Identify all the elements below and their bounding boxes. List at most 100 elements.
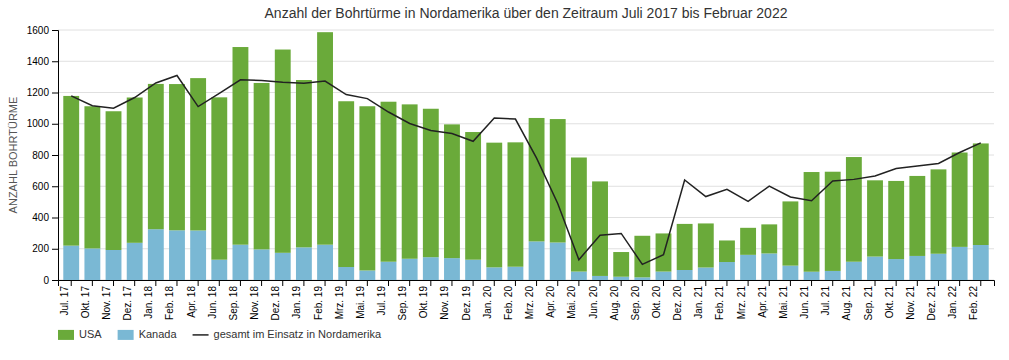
x-tick: Jan. 20	[482, 280, 495, 319]
x-tick-label: Feb. 19	[313, 286, 324, 320]
x-tick-label: Feb. 20	[503, 286, 514, 320]
x-tick: Dez. 20	[672, 280, 685, 320]
x-axis-line	[59, 281, 995, 287]
bar	[63, 246, 79, 280]
bar	[719, 262, 735, 280]
bar	[148, 84, 164, 229]
y-tick-mark	[52, 93, 58, 94]
x-tick-mark	[663, 280, 664, 286]
bar	[677, 224, 693, 270]
bar	[190, 78, 206, 230]
bar	[740, 255, 756, 280]
x-tick-mark	[388, 280, 389, 286]
bar	[804, 172, 820, 272]
x-tick-mark	[515, 280, 516, 286]
x-tick: Aug. 21	[841, 280, 854, 320]
bar	[338, 267, 354, 280]
y-tick-mark	[52, 218, 58, 219]
bar	[550, 119, 566, 242]
bar	[106, 111, 122, 250]
x-tick-mark	[684, 280, 685, 286]
x-tick-label: Apr. 20	[545, 286, 556, 318]
legend-label: Kanada	[139, 328, 178, 340]
x-tick: Jan. 19	[291, 280, 304, 319]
bar	[867, 180, 883, 256]
x-tick-mark	[71, 280, 72, 286]
bar	[381, 102, 397, 262]
x-tick-label: Jul. 21	[820, 286, 831, 316]
y-axis: 02004006008001000120014001600	[27, 25, 59, 286]
x-tick-mark	[769, 280, 770, 286]
x-tick-mark	[557, 280, 558, 286]
x-tick: Sep. 20	[630, 280, 643, 320]
legend-label: USA	[79, 328, 102, 340]
bar	[613, 252, 629, 277]
x-tick-label: Nov. 19	[439, 286, 450, 320]
y-tick: 800	[32, 150, 58, 161]
x-tick: Mrz. 21	[736, 280, 749, 319]
x-tick-mark	[134, 280, 135, 286]
bar	[254, 83, 270, 249]
x-tick: Jan. 21	[693, 280, 706, 319]
x-tick: Apr. 21	[757, 280, 770, 318]
x-tick: Jun. 21	[799, 280, 812, 319]
bar	[782, 201, 798, 265]
x-tick-mark	[409, 280, 410, 286]
bar	[84, 106, 100, 248]
bar	[909, 256, 925, 280]
bar	[698, 223, 714, 267]
x-tick-mark	[938, 280, 939, 286]
x-tick-label: Mai. 19	[355, 286, 366, 319]
x-tick-label: Nov. 21	[905, 286, 916, 320]
bar	[782, 266, 798, 280]
x-tick: Nov. 19	[439, 280, 452, 320]
y-tick: 1400	[27, 56, 58, 67]
x-tick: Okt. 19	[418, 280, 431, 318]
x-tick-mark	[578, 280, 579, 286]
y-tick: 600	[32, 181, 58, 192]
x-tick-label: Dez. 20	[672, 286, 683, 321]
y-axis-line	[52, 31, 59, 281]
legend-swatch	[193, 334, 209, 336]
x-tick-label: Apr. 18	[186, 286, 197, 318]
bar	[592, 276, 608, 280]
x-tick-label: Okt. 17	[80, 286, 91, 319]
bar	[359, 270, 375, 280]
x-tick-mark	[853, 280, 854, 286]
bar	[486, 267, 502, 280]
bar	[867, 257, 883, 280]
x-tick-label: Feb. 21	[714, 286, 725, 320]
y-tick: 400	[32, 212, 58, 223]
x-tick-mark	[917, 280, 918, 286]
x-tick-label: Mrz. 20	[524, 286, 535, 320]
x-tick: Feb. 20	[503, 280, 515, 320]
bar	[338, 101, 354, 267]
bar	[973, 245, 989, 280]
x-tick-mark	[155, 280, 156, 286]
title: Anzahl der Bohrtürme in Nordamerika über…	[265, 5, 788, 21]
x-tick-label: Aug. 21	[841, 286, 852, 321]
bar	[63, 96, 79, 246]
y-tick-label: 600	[32, 181, 49, 192]
bar	[931, 254, 947, 280]
x-tick-mark	[705, 280, 706, 286]
bar	[571, 272, 587, 280]
legend-item: gesamt im Einsatz in Nordamerika	[193, 328, 382, 340]
x-tick-mark	[536, 280, 537, 286]
y-tick-mark	[52, 249, 58, 250]
grid	[58, 30, 994, 280]
y-tick: 0	[43, 275, 58, 286]
bar	[529, 241, 545, 280]
bar	[507, 142, 523, 266]
x-tick-label: Jun. 18	[207, 286, 218, 319]
y-tick-label: 0	[43, 275, 49, 286]
x-tick-label: Aug. 20	[609, 286, 620, 321]
bar	[550, 243, 566, 281]
grid-line	[58, 61, 994, 62]
x-axis: Jul. 17Okt. 17Nov. 17Dez. 17Jan. 18Feb. …	[59, 280, 995, 320]
bar	[761, 253, 777, 280]
bar	[719, 240, 735, 262]
x-tick-mark	[198, 280, 199, 286]
bar	[444, 258, 460, 280]
x-tick-mark	[473, 280, 474, 286]
